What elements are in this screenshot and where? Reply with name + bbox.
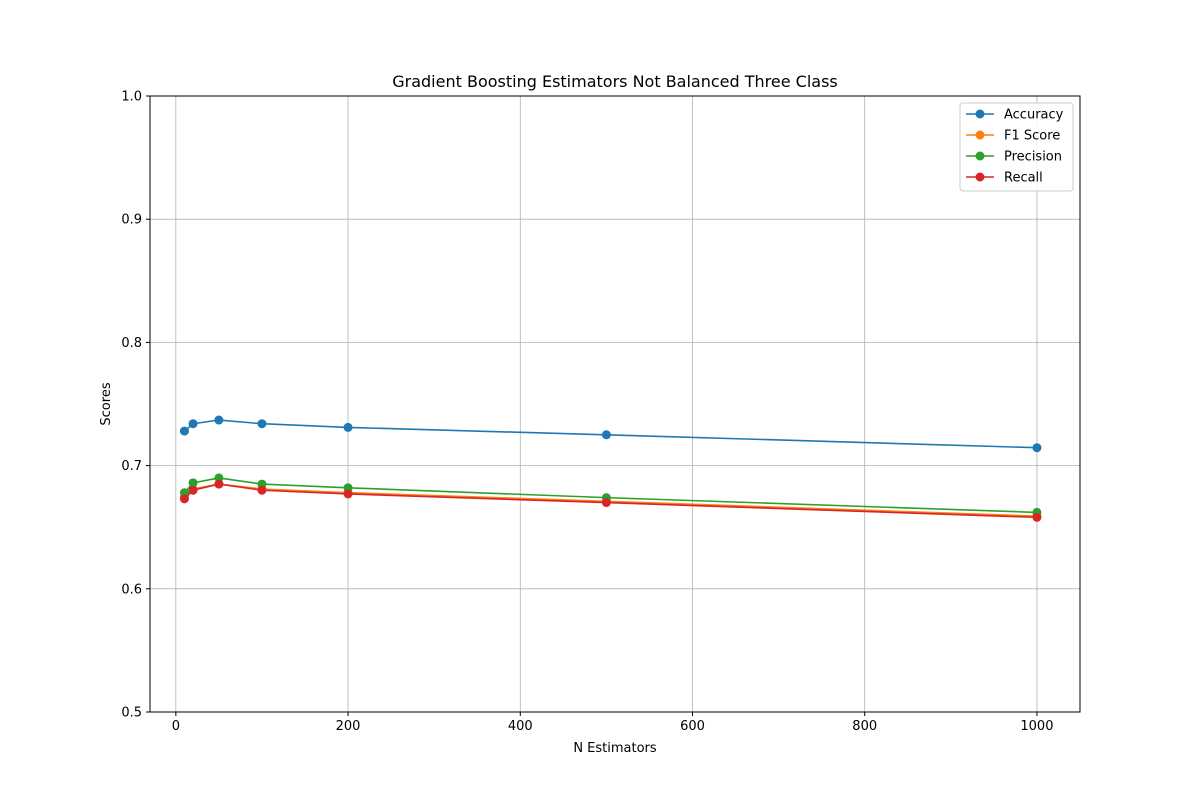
y-axis-label: Scores <box>99 382 114 425</box>
data-point <box>179 488 189 498</box>
legend-label: F1 Score <box>1004 129 1060 144</box>
legend-item: Accuracy <box>966 108 1064 123</box>
data-point <box>179 426 189 436</box>
chart-title: Gradient Boosting Estimators Not Balance… <box>392 72 838 91</box>
data-point <box>1032 443 1042 453</box>
data-point <box>188 419 198 429</box>
data-point <box>257 479 267 489</box>
data-point <box>257 485 267 495</box>
y-tick-label: 0.5 <box>121 706 142 721</box>
y-tick-label: 0.8 <box>121 336 142 351</box>
data-point <box>343 489 353 499</box>
data-point <box>188 478 198 488</box>
data-point <box>343 483 353 493</box>
legend-item: F1 Score <box>966 129 1060 144</box>
x-tick-label: 800 <box>852 719 877 734</box>
legend-item: Precision <box>966 150 1062 165</box>
data-point <box>601 498 611 508</box>
legend-label: Accuracy <box>1004 108 1064 123</box>
legend-item: Recall <box>966 171 1043 186</box>
data-point <box>601 430 611 440</box>
data-point <box>179 494 189 504</box>
series-precision <box>179 473 1042 517</box>
data-point <box>188 485 198 495</box>
data-point <box>343 422 353 432</box>
y-tick-label: 0.6 <box>121 582 142 597</box>
legend-swatch-marker <box>975 109 985 119</box>
plot-frame <box>149 95 1081 713</box>
x-tick-label: 0 <box>172 719 180 734</box>
x-axis-ticks: 0 200 400 600 800 1000 <box>172 712 1053 734</box>
legend-swatch-marker <box>975 172 985 182</box>
data-point <box>214 473 224 483</box>
series-recall <box>179 479 1042 522</box>
y-axis-ticks: 0.5 0.6 0.7 0.8 0.9 1.0 <box>121 90 150 721</box>
data-point <box>1032 512 1042 522</box>
series-accuracy <box>179 415 1042 453</box>
y-tick-label: 0.9 <box>121 213 142 228</box>
legend: Accuracy F1 Score Precision Recall <box>959 102 1074 192</box>
data-point <box>257 419 267 429</box>
x-tick-label: 600 <box>680 719 705 734</box>
x-tick-label: 400 <box>508 719 533 734</box>
legend-swatch-marker <box>975 151 985 161</box>
data-point <box>214 415 224 425</box>
grid <box>150 95 1080 713</box>
y-tick-label: 1.0 <box>121 90 142 105</box>
legend-label: Precision <box>1004 150 1062 165</box>
legend-swatch-marker <box>975 130 985 140</box>
data-point <box>214 479 224 489</box>
x-tick-label: 1000 <box>1020 719 1053 734</box>
series-layer <box>179 415 1042 522</box>
legend-label: Recall <box>1004 171 1043 186</box>
legend-box <box>959 102 1074 192</box>
x-axis-label: N Estimators <box>573 741 657 756</box>
y-tick-label: 0.7 <box>121 459 142 474</box>
x-tick-label: 200 <box>336 719 361 734</box>
